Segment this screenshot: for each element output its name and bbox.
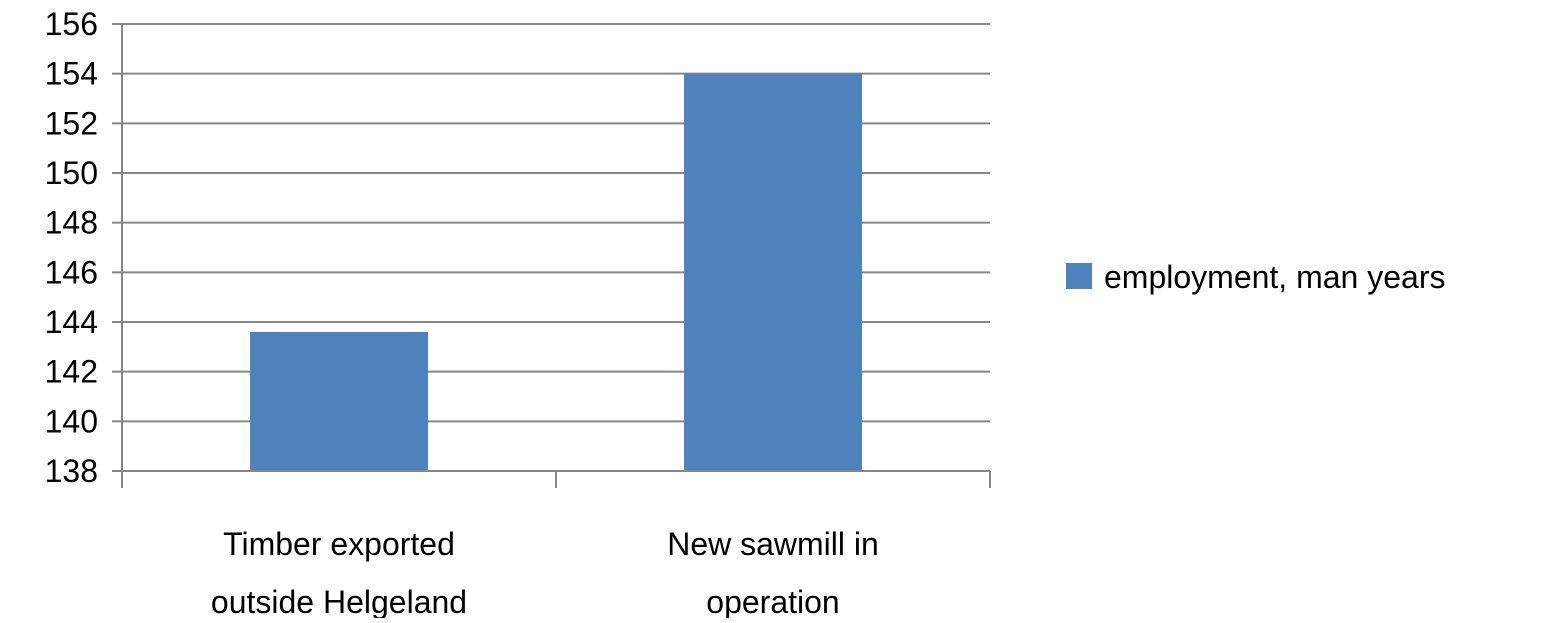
x-category-label: New sawmill in [667,526,879,562]
y-tick-labels: 138 140 142 144 146 148 150 152 154 156 [45,6,98,489]
bar-2 [684,73,862,472]
y-tick-label: 138 [45,453,98,489]
y-tick-label: 156 [45,6,98,42]
y-tick-label: 142 [45,354,98,390]
y-tick-label: 144 [45,304,98,340]
bars [250,73,862,472]
y-tick-label: 146 [45,254,98,290]
x-category-label: outside Helgeland [211,584,467,618]
legend-label: employment, man years [1104,259,1445,295]
y-tick-label: 154 [45,56,98,92]
legend: employment, man years [1066,259,1445,295]
y-tick-label: 152 [45,105,98,141]
x-category-label: Timber exported [223,526,455,562]
y-tick-label: 150 [45,155,98,191]
x-category-labels: Timber exported outside Helgeland New sawm… [211,526,879,620]
x-category-label: operation [706,584,839,618]
legend-swatch [1066,263,1092,289]
bar-1 [250,331,428,471]
axes [112,23,991,488]
y-tick-label: 140 [45,403,98,439]
y-tick-label: 148 [45,205,98,241]
